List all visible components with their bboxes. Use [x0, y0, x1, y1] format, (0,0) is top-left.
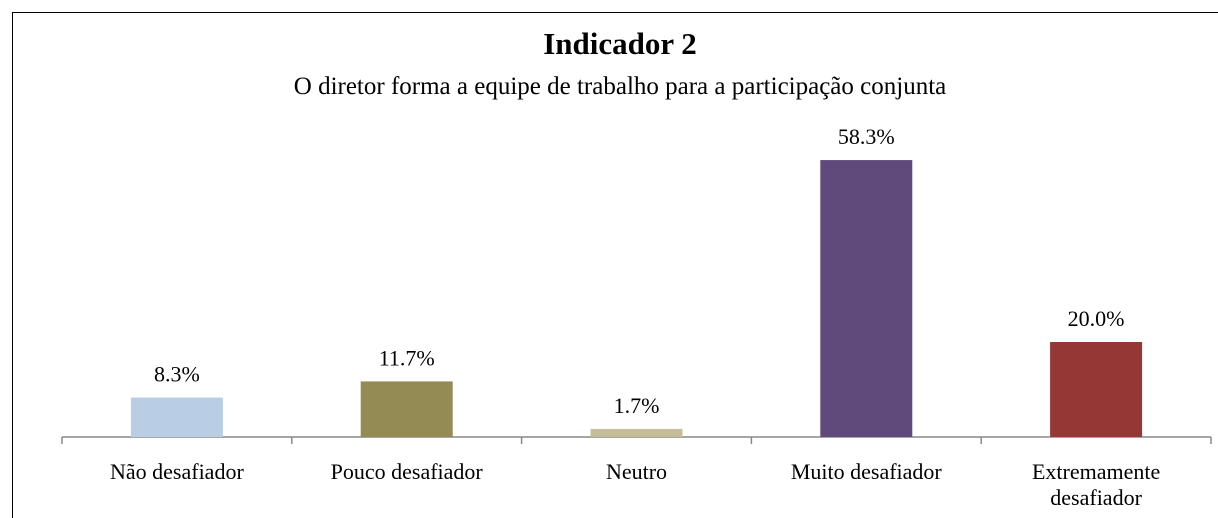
x-tick-label: Neutro: [605, 459, 668, 484]
data-label: 8.3%: [154, 362, 200, 387]
chart-title: Indicador 2: [543, 26, 697, 61]
x-tick-label: Muito desafiador: [790, 459, 942, 484]
x-tick-label: Não desafiador: [110, 459, 244, 484]
bar: [820, 160, 913, 437]
data-label: 1.7%: [614, 393, 660, 418]
chart-border: [12, 12, 1218, 518]
data-label: 11.7%: [379, 345, 435, 370]
bar: [1050, 342, 1143, 437]
bar: [590, 428, 683, 437]
chart-subtitle: O diretor forma a equipe de trabalho par…: [294, 73, 946, 100]
x-tick-label: Extremamente desafiador: [1031, 459, 1161, 510]
bar: [360, 381, 453, 437]
data-label: 20.0%: [1068, 306, 1125, 331]
bar: [130, 397, 223, 437]
x-tick-label: Pouco desafiador: [330, 459, 483, 484]
data-label: 58.3%: [838, 124, 895, 149]
